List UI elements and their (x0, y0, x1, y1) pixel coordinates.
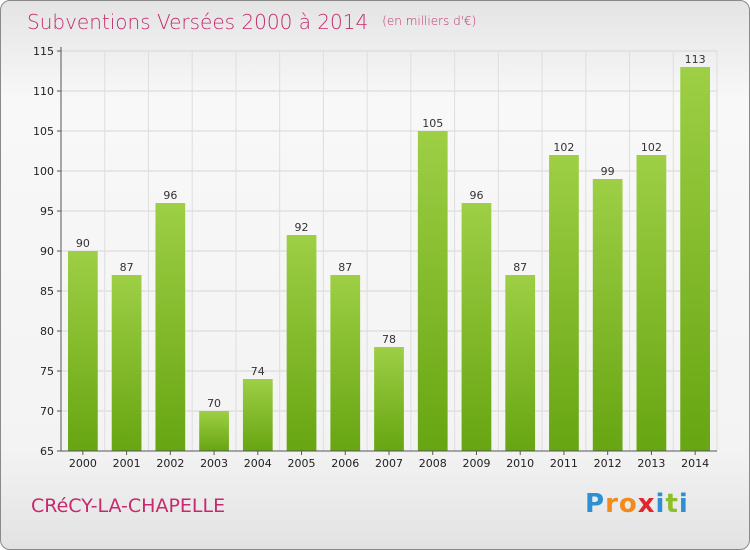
logo-letter: r (605, 489, 619, 519)
bar-value-label: 96 (163, 189, 177, 202)
x-tick-label: 2004 (244, 457, 272, 470)
logo-letter: x (637, 489, 656, 519)
bar-2010 (505, 275, 536, 451)
y-axis: 65 70 75 80 85 90 95 100 105 110 115 (33, 45, 62, 458)
x-tick-label: 2000 (69, 457, 97, 470)
logo-letter: t (665, 489, 679, 519)
x-tick-label: 2011 (550, 457, 578, 470)
x-tick-label: 2008 (419, 457, 447, 470)
bar-2007 (374, 347, 404, 451)
y-tick-label: 80 (40, 325, 54, 338)
bar-value-label: 78 (382, 333, 396, 346)
bar-value-label: 70 (207, 397, 221, 410)
bar-value-label: 105 (422, 117, 443, 130)
bar-value-label: 74 (251, 365, 265, 378)
y-tick-label: 70 (40, 405, 54, 418)
x-tick-label: 2012 (594, 457, 622, 470)
x-tick-label: 2001 (113, 457, 141, 470)
x-tick-label: 2010 (506, 457, 534, 470)
logo-letter: i (678, 489, 689, 519)
commune-name: CRéCY-LA-CHAPELLE (31, 495, 226, 517)
bar-2011 (549, 155, 579, 451)
bar-2013 (636, 155, 667, 451)
bar-value-label: 96 (469, 189, 483, 202)
y-tick-label: 100 (33, 165, 54, 178)
y-tick-label: 110 (33, 85, 54, 98)
y-tick-label: 85 (40, 285, 54, 298)
x-tick-label: 2014 (681, 457, 709, 470)
x-tick-label: 2009 (462, 457, 490, 470)
x-tick-label: 2006 (331, 457, 359, 470)
title-unit: (en milliers d'€) (382, 14, 477, 28)
bar-2004 (242, 379, 273, 451)
proxiti-logo[interactable]: Proxiti (585, 489, 689, 519)
bar-2008 (417, 131, 448, 451)
bar-value-label: 87 (513, 261, 527, 274)
bar-value-label: 87 (338, 261, 352, 274)
bar-value-label: 90 (76, 237, 90, 250)
bar-value-label: 87 (120, 261, 134, 274)
x-tick-label: 2013 (637, 457, 665, 470)
y-tick-label: 65 (40, 445, 54, 458)
bar-2000 (67, 251, 98, 451)
bar-value-label: 102 (553, 141, 574, 154)
y-tick-label: 105 (33, 125, 54, 138)
x-tick-label: 2003 (200, 457, 228, 470)
x-tick-label: 2007 (375, 457, 403, 470)
logo-letter: P (585, 489, 606, 519)
bar-value-label: 99 (601, 165, 615, 178)
logo-letter: o (618, 489, 638, 519)
bar-2012 (592, 179, 623, 451)
bar-2005 (286, 235, 317, 451)
bar-value-label: 102 (641, 141, 662, 154)
bar-value-label: 92 (295, 221, 309, 234)
bar-2014 (680, 67, 711, 451)
bars: 90 87 96 70 74 92 87 78 105 96 87 102 99 102 113 (67, 53, 711, 451)
bar-2002 (155, 203, 186, 451)
bar-2006 (330, 275, 361, 451)
chart-title: Subventions Versées 2000 à 2014 (en milli… (27, 10, 476, 34)
bar-value-label: 113 (685, 53, 706, 66)
y-tick-label: 95 (40, 205, 54, 218)
bar-2003 (199, 411, 229, 451)
y-tick-label: 90 (40, 245, 54, 258)
y-tick-label: 115 (33, 45, 54, 58)
bar-2001 (111, 275, 142, 451)
x-tick-label: 2005 (288, 457, 316, 470)
x-axis: 2000 2001 2002 2003 2004 2005 2006 2007 2008 2009… (61, 450, 717, 470)
title-text: Subventions Versées 2000 à 2014 (27, 10, 369, 34)
x-tick-label: 2002 (156, 457, 184, 470)
bar-2009 (461, 203, 492, 451)
y-tick-label: 75 (40, 365, 54, 378)
logo-letter: i (655, 489, 666, 519)
